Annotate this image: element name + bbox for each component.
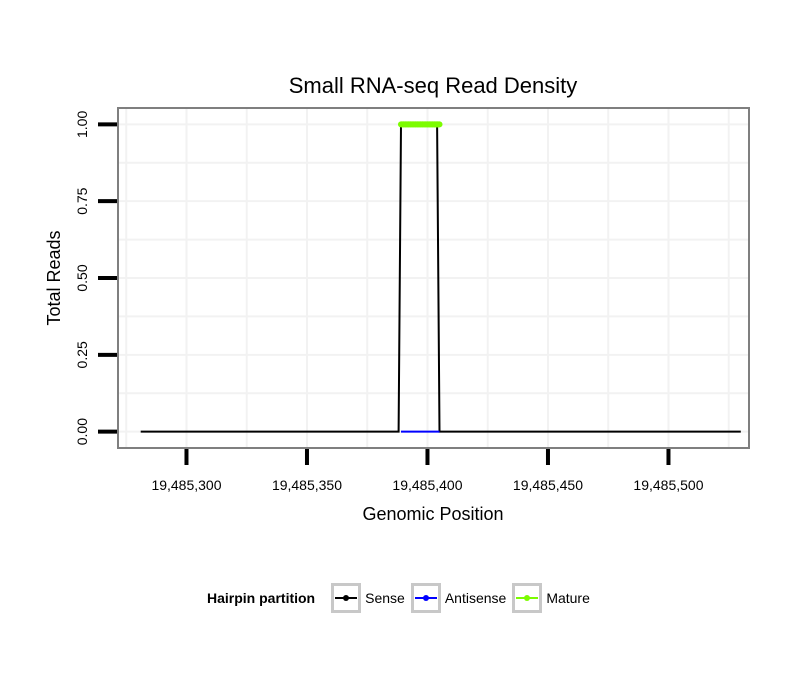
- legend-item-antisense: Antisense: [410, 583, 507, 613]
- y-tick-label: 0.00: [74, 418, 90, 445]
- legend-label-mature: Mature: [546, 590, 590, 606]
- y-axis-label: Total Reads: [44, 230, 64, 325]
- y-tick-label: 1.00: [74, 111, 90, 138]
- chart-title: Small RNA-seq Read Density: [289, 73, 578, 98]
- legend-item-sense: Sense: [331, 583, 405, 613]
- x-tick-label: 19,485,350: [272, 477, 342, 493]
- series-point-mature: [436, 121, 443, 128]
- x-tick-label: 19,485,300: [151, 477, 221, 493]
- series-layer: [140, 121, 741, 433]
- y-tick-label: 0.25: [74, 341, 90, 368]
- y-tick-label: 0.50: [74, 264, 90, 291]
- legend: Hairpin partition Sense Antisense Mature: [207, 580, 596, 616]
- plot-panel-border: [117, 107, 750, 449]
- y-tick-label: 0.75: [74, 187, 90, 214]
- axes: 19,485,300 19,485,350 19,485,400 19,485,450…: [74, 111, 704, 493]
- legend-key-mature: [512, 583, 543, 613]
- legend-key-antisense: [410, 583, 441, 613]
- grid-lines: [119, 109, 748, 447]
- legend-title: Hairpin partition: [207, 590, 316, 606]
- legend-label-sense: Sense: [365, 590, 405, 606]
- x-axis-label: Genomic Position: [362, 504, 503, 524]
- x-tick-label: 19,485,450: [513, 477, 583, 493]
- legend-item-mature: Mature: [512, 583, 590, 613]
- x-tick-label: 19,485,400: [392, 477, 462, 493]
- x-tick-label: 19,485,500: [633, 477, 703, 493]
- legend-label-antisense: Antisense: [444, 590, 507, 606]
- legend-key-sense: [331, 583, 362, 613]
